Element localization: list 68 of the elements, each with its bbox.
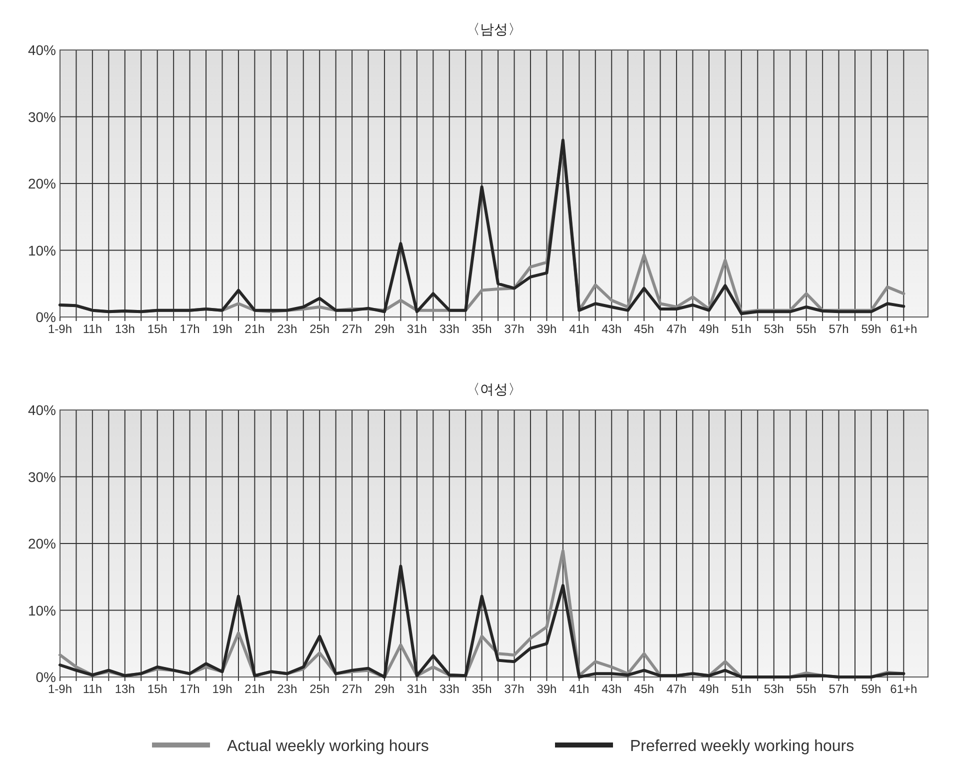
- x-tick-label: 57h: [828, 682, 849, 696]
- x-tick-label: 39h: [536, 322, 557, 336]
- x-tick-label: 15h: [147, 322, 168, 336]
- x-tick-label: 35h: [472, 322, 492, 336]
- x-tick-label: 35h: [472, 682, 492, 696]
- x-tick-label: 43h: [602, 322, 622, 336]
- x-tick-label: 31h: [406, 322, 427, 336]
- x-tick-label: 29h: [374, 322, 394, 336]
- x-tick-label: 1-9h: [48, 682, 72, 696]
- chart-title: 〈여성〉: [466, 381, 522, 397]
- x-tick-label: 27h: [342, 682, 362, 696]
- x-tick-label: 13h: [114, 322, 135, 336]
- y-tick-label: 40%: [28, 42, 56, 58]
- legend-label: Preferred weekly working hours: [630, 738, 854, 755]
- x-tick-label: 21h: [244, 322, 265, 336]
- x-tick-label: 51h: [731, 682, 752, 696]
- x-tick-label: 61+h: [890, 322, 918, 336]
- x-tick-label: 59h: [861, 322, 882, 336]
- x-tick-label: 11h: [82, 322, 102, 336]
- y-tick-label: 0%: [36, 669, 56, 685]
- x-tick-label: 39h: [536, 682, 557, 696]
- x-tick-label: 41h: [569, 682, 590, 696]
- x-tick-label: 15h: [147, 682, 168, 696]
- y-tick-label: 30%: [28, 108, 56, 125]
- legend-label: Actual weekly working hours: [227, 738, 429, 755]
- x-tick-label: 23h: [277, 322, 298, 336]
- x-tick-label: 17h: [180, 682, 200, 696]
- x-tick-label: 11h: [82, 682, 102, 696]
- x-tick-label: 57h: [828, 322, 849, 336]
- y-tick-label: 10%: [28, 602, 56, 618]
- x-tick-label: 49h: [698, 682, 719, 696]
- x-tick-label: 47h: [666, 322, 687, 336]
- y-tick-label: 30%: [28, 468, 56, 485]
- x-tick-label: 25h: [310, 682, 330, 696]
- x-tick-label: 55h: [796, 682, 816, 696]
- x-tick-label: 45h: [634, 322, 654, 336]
- x-tick-label: 61+h: [890, 682, 918, 696]
- x-tick-label: 47h: [666, 682, 687, 696]
- x-tick-label: 17h: [180, 322, 200, 336]
- x-tick-label: 55h: [796, 322, 816, 336]
- y-tick-label: 40%: [28, 402, 56, 418]
- x-tick-label: 49h: [698, 322, 719, 336]
- x-tick-label: 19h: [212, 322, 232, 336]
- chart-title: 〈남성〉: [466, 21, 522, 37]
- x-tick-label: 53h: [764, 322, 784, 336]
- x-tick-label: 23h: [277, 682, 298, 696]
- x-tick-label: 45h: [634, 682, 654, 696]
- x-tick-label: 19h: [212, 682, 232, 696]
- x-tick-label: 51h: [731, 322, 752, 336]
- x-tick-label: 31h: [406, 682, 427, 696]
- y-tick-label: 10%: [28, 242, 56, 258]
- x-tick-label: 1-9h: [48, 322, 72, 336]
- x-tick-label: 25h: [310, 322, 330, 336]
- x-tick-label: 27h: [342, 322, 362, 336]
- x-tick-label: 59h: [861, 682, 882, 696]
- y-tick-label: 0%: [36, 309, 56, 325]
- x-tick-label: 29h: [374, 682, 394, 696]
- y-tick-label: 20%: [28, 536, 56, 552]
- x-tick-label: 41h: [569, 322, 590, 336]
- x-tick-label: 53h: [764, 682, 784, 696]
- x-tick-label: 37h: [504, 322, 524, 336]
- x-tick-label: 37h: [504, 682, 524, 696]
- x-tick-label: 43h: [602, 682, 622, 696]
- x-tick-label: 21h: [244, 682, 265, 696]
- x-tick-label: 13h: [114, 682, 135, 696]
- y-tick-label: 20%: [28, 176, 56, 192]
- x-tick-label: 33h: [439, 322, 460, 336]
- x-tick-label: 33h: [439, 682, 460, 696]
